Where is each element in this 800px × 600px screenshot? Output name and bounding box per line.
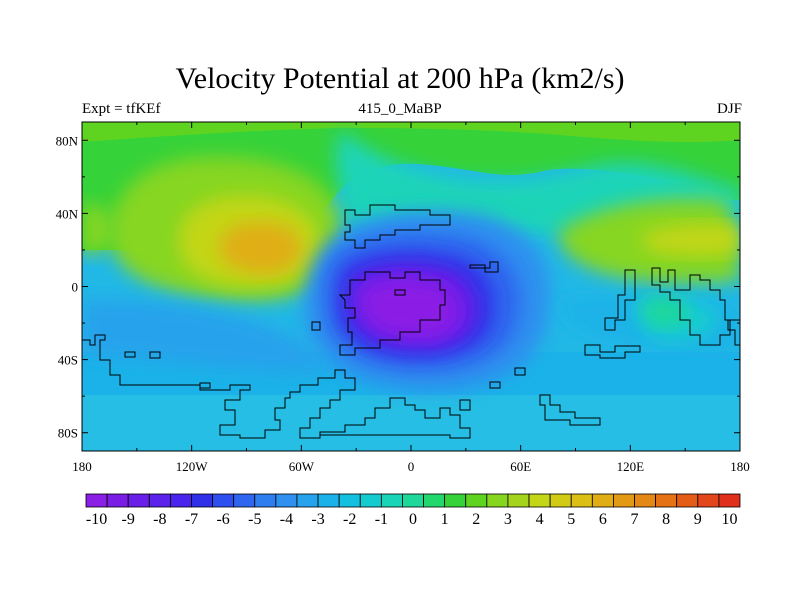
colorbar-swatch	[106, 493, 129, 508]
colorbar-label: -9	[122, 511, 135, 528]
colorbar-label: -3	[311, 511, 324, 528]
coastlines	[82, 204, 741, 439]
colorbar-swatch	[697, 493, 720, 508]
y-tick-label: 40S	[58, 353, 78, 368]
x-tick-label: 0	[408, 459, 415, 474]
colorbar-label: 4	[536, 511, 544, 528]
y-tick-label: 40N	[56, 206, 79, 221]
colorbar-label: 1	[441, 511, 449, 528]
x-tick-label: 60W	[289, 459, 315, 474]
y-tick-label: 80N	[56, 133, 79, 148]
colorbar-label: 9	[694, 511, 702, 528]
colorbar-label: -5	[248, 511, 261, 528]
colorbar-swatch	[380, 493, 403, 508]
colorbar-swatch	[359, 493, 382, 508]
colorbar-swatch	[423, 493, 446, 508]
colorbar-swatch	[528, 493, 551, 508]
x-tick-label: 60E	[510, 459, 531, 474]
colorbar-label: 10	[721, 511, 737, 528]
colorbar-label: -2	[343, 511, 356, 528]
colorbar-label: -1	[375, 511, 388, 528]
colorbar-swatch	[718, 493, 741, 508]
colorbar-swatch	[402, 493, 424, 508]
colorbar-swatch	[486, 493, 509, 508]
colorbar-swatch	[613, 493, 635, 508]
colorbar-label: 5	[567, 511, 575, 528]
colorbar-swatch	[254, 493, 277, 508]
colorbar-swatch	[317, 493, 340, 508]
colorbar-swatch	[275, 493, 298, 508]
colorbar-swatch	[127, 493, 150, 508]
x-axis: 180 120W 60W 0 60E 120E 180	[72, 122, 750, 474]
colorbar-label: -7	[185, 511, 198, 528]
run-label: 415_0_MaBP	[358, 101, 442, 117]
colorbar-swatch	[634, 493, 657, 508]
y-tick-label: 0	[72, 280, 79, 295]
colorbar-label: 0	[409, 511, 417, 528]
colorbar-swatch	[85, 493, 108, 508]
x-tick-label: 120E	[617, 459, 645, 474]
colorbar-label: 7	[631, 511, 639, 528]
colorbar-label: -10	[86, 511, 107, 528]
colorbar-swatch	[338, 493, 361, 508]
colorbar-label: 8	[662, 511, 670, 528]
experiment-label: Expt = tfKEf	[82, 101, 161, 117]
chart-title: Velocity Potential at 200 hPa (km2/s)	[175, 62, 625, 95]
x-tick-label: 180	[730, 459, 750, 474]
colorbar-label: 3	[504, 511, 512, 528]
colorbar-swatch	[191, 493, 213, 508]
colorbar-label: -8	[153, 511, 166, 528]
colorbar: -10 -9 -8 -7 -6 -5 -4 -3 -2 -1 0 1 2 3 4 5 6 7 8 9 10	[85, 493, 741, 528]
colorbar-swatch	[296, 493, 319, 508]
colorbar-label: 2	[472, 511, 480, 528]
colorbar-swatch	[444, 493, 467, 508]
colorbar-swatch	[676, 493, 699, 508]
x-tick-label: 180	[72, 459, 92, 474]
colorbar-label: -6	[216, 511, 229, 528]
x-tick-label: 120W	[176, 459, 209, 474]
season-label: DJF	[716, 101, 742, 117]
contour-field	[82, 122, 740, 451]
colorbar-swatch	[549, 493, 572, 508]
colorbar-swatch	[169, 493, 192, 508]
colorbar-label: 6	[599, 511, 607, 528]
colorbar-label: -4	[280, 511, 293, 528]
colorbar-swatch	[465, 493, 488, 508]
colorbar-swatch	[570, 493, 593, 508]
y-tick-label: 80S	[58, 426, 78, 441]
colorbar-swatch	[507, 493, 530, 508]
colorbar-swatch	[591, 493, 614, 508]
colorbar-swatch	[148, 493, 171, 508]
colorbar-swatch	[655, 493, 678, 508]
colorbar-swatch	[212, 493, 235, 508]
y-axis: 80N 40N 0 40S 80S	[56, 133, 740, 441]
colorbar-swatch	[233, 493, 256, 508]
